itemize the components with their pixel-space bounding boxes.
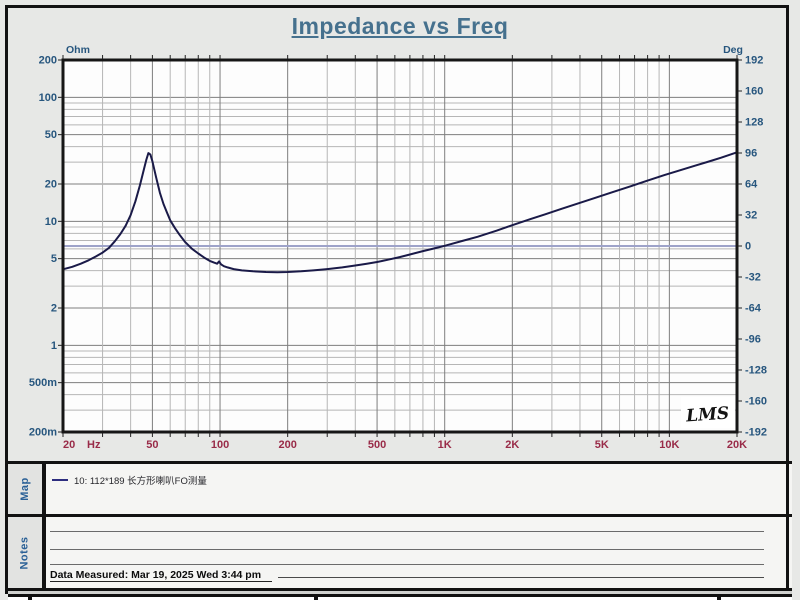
deg-tick-label: 128 (745, 117, 763, 129)
bottom-table-edge (8, 591, 792, 600)
notes-blank-line (50, 531, 764, 532)
chart-title: Impedance vs Freq (0, 13, 800, 40)
freq-tick-label: 500 (368, 439, 386, 451)
freq-tick-label: 1K (438, 439, 452, 451)
ohm-tick-label: 5 (51, 253, 57, 265)
data-measured-underline (50, 581, 272, 582)
plot-frame (61, 58, 739, 434)
ohm-axis-unit: Ohm (66, 44, 90, 56)
freq-tick-label: 20K (727, 439, 747, 451)
deg-tick-label: -128 (745, 365, 767, 377)
deg-tick-label: 32 (745, 210, 757, 222)
map-section-label-cell: Map (8, 464, 42, 514)
deg-tick-label: -192 (745, 427, 767, 439)
freq-tick-label: 2K (505, 439, 519, 451)
bottom-cell-divider (717, 597, 721, 600)
ohm-tick-label: 1 (51, 340, 57, 352)
notes-blank-line (50, 549, 764, 550)
ohm-tick-label: 20 (45, 179, 57, 191)
deg-tick-label: 160 (745, 86, 763, 98)
deg-tick-label: 0 (745, 241, 751, 253)
data-measured-text: Data Measured: Mar 19, 2025 Wed 3:44 pm (50, 569, 262, 581)
freq-tick-label: 5K (595, 439, 609, 451)
deg-tick-label: -96 (745, 334, 761, 346)
deg-axis-unit: Deg (723, 44, 743, 56)
freq-tick-label: 100 (211, 439, 229, 451)
ohm-tick-label: 50 (45, 129, 57, 141)
freq-tick-label: 200 (278, 439, 296, 451)
impedance-chart: LMS 200 100 50 20 10 5 2 1 500m 200m 192 160 128 96 64 3… (29, 44, 767, 451)
notes-blank-line (50, 564, 764, 565)
deg-tick-label: -160 (745, 396, 767, 408)
freq-tick-label: 50 (146, 439, 158, 451)
deg-tick-label: 64 (745, 179, 758, 191)
notes-section: Notes Data Measured: Mar 19, 2025 Wed 3:… (8, 517, 792, 591)
notes-section-label: Notes (19, 535, 31, 570)
legend-label: 10: 112*189 长方形喇叭FO测量 (74, 476, 207, 487)
map-content: 10: 112*189 长方形喇叭FO测量 (46, 464, 792, 514)
deg-tick-label: 96 (745, 148, 757, 160)
map-section-label: Map (19, 477, 31, 501)
lms-signature: LMS (684, 404, 729, 427)
freq-axis-unit: Hz (87, 439, 101, 451)
ohm-tick-label: 100 (39, 92, 57, 104)
bottom-table-border (8, 594, 792, 597)
deg-tick-label: -64 (745, 303, 762, 315)
chart-title-text: Impedance vs Freq (291, 13, 509, 39)
map-section: Map 10: 112*189 长方形喇叭FO测量 (8, 461, 792, 517)
legend-line-swatch (52, 479, 68, 481)
notes-divider (42, 517, 46, 588)
signature-box (681, 397, 735, 428)
map-divider (42, 464, 46, 514)
notes-section-label-cell: Notes (8, 517, 42, 588)
chart-svg: LMS200100502010521500m200m19216012896643… (29, 44, 767, 451)
deg-tick-label: 192 (745, 55, 763, 67)
ohm-tick-label: 10 (45, 216, 57, 228)
bottom-table-cells (8, 597, 792, 600)
deg-tick-label: -32 (745, 272, 761, 284)
notes-blank-line (278, 577, 764, 578)
notes-content: Data Measured: Mar 19, 2025 Wed 3:44 pm (46, 517, 792, 588)
bottom-cell-divider (314, 597, 318, 600)
ohm-tick-label: 200 (39, 55, 57, 67)
freq-tick-label: 10K (659, 439, 679, 451)
bottom-cell-divider (28, 597, 32, 600)
legend-entry: 10: 112*189 长方形喇叭FO测量 (52, 473, 207, 487)
impedance-curve (62, 151, 738, 274)
ohm-tick-label: 500m (29, 377, 57, 389)
ohm-tick-label: 2 (51, 303, 57, 315)
ohm-tick-label: 200m (29, 427, 57, 439)
freq-tick-label: 20 (63, 439, 75, 451)
